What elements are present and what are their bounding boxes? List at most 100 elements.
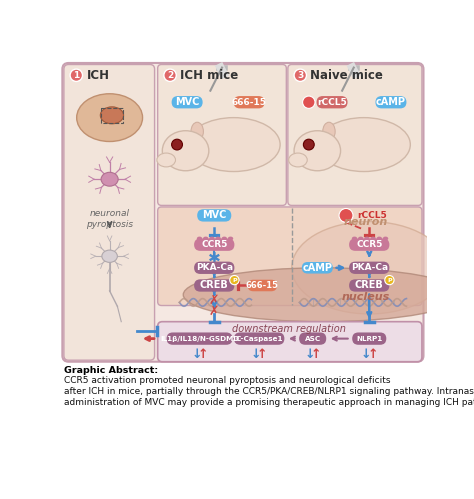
Ellipse shape: [323, 122, 335, 141]
Text: MVC: MVC: [175, 97, 199, 107]
FancyBboxPatch shape: [349, 239, 390, 251]
FancyBboxPatch shape: [352, 332, 386, 345]
FancyBboxPatch shape: [166, 332, 232, 345]
FancyBboxPatch shape: [194, 239, 235, 251]
Bar: [101, 108, 123, 123]
Text: ↑: ↑: [367, 347, 378, 360]
Text: ✗: ✗: [209, 304, 219, 317]
Text: MVC: MVC: [202, 211, 227, 221]
Text: ↓: ↓: [361, 347, 372, 360]
Circle shape: [294, 69, 307, 81]
Text: ICH mice: ICH mice: [180, 69, 238, 82]
Ellipse shape: [102, 250, 118, 262]
FancyBboxPatch shape: [172, 96, 202, 108]
Ellipse shape: [101, 172, 118, 186]
FancyBboxPatch shape: [63, 63, 423, 362]
Text: rCCL5: rCCL5: [357, 211, 387, 220]
Ellipse shape: [377, 237, 382, 241]
FancyBboxPatch shape: [158, 207, 422, 305]
Circle shape: [385, 275, 394, 285]
Text: 666-15: 666-15: [232, 98, 266, 107]
Circle shape: [302, 96, 315, 108]
Text: 1: 1: [73, 71, 80, 80]
Circle shape: [230, 275, 239, 285]
Text: CCR5: CCR5: [356, 240, 383, 249]
FancyBboxPatch shape: [247, 280, 277, 291]
FancyBboxPatch shape: [194, 279, 235, 291]
Text: ICH: ICH: [86, 69, 109, 82]
Circle shape: [164, 69, 176, 81]
Ellipse shape: [352, 237, 357, 241]
Circle shape: [303, 139, 314, 150]
Ellipse shape: [157, 153, 175, 167]
Ellipse shape: [187, 118, 280, 172]
Text: Graphic Abstract:: Graphic Abstract:: [64, 366, 158, 375]
Text: ↓: ↓: [251, 347, 261, 360]
Text: P: P: [232, 277, 237, 282]
Text: cAMP: cAMP: [376, 97, 406, 107]
FancyBboxPatch shape: [234, 332, 284, 345]
Ellipse shape: [228, 237, 233, 241]
Circle shape: [339, 209, 353, 223]
Text: ↑: ↑: [197, 347, 208, 360]
FancyBboxPatch shape: [349, 261, 390, 274]
Text: nucleus: nucleus: [341, 292, 390, 302]
FancyBboxPatch shape: [317, 96, 347, 108]
Text: downstream regulation: downstream regulation: [232, 324, 346, 334]
FancyBboxPatch shape: [375, 96, 406, 108]
Ellipse shape: [364, 237, 370, 241]
Text: neuron: neuron: [343, 217, 388, 227]
Ellipse shape: [77, 94, 143, 142]
Text: ✗: ✗: [209, 293, 219, 306]
FancyBboxPatch shape: [64, 64, 155, 360]
Text: ↑: ↑: [257, 347, 267, 360]
Text: ASC: ASC: [305, 336, 321, 342]
Text: IL1β/IL18/N-GSDMD: IL1β/IL18/N-GSDMD: [160, 336, 239, 342]
Text: C-Caspase1: C-Caspase1: [236, 336, 283, 342]
FancyBboxPatch shape: [302, 262, 333, 273]
Text: CCR5 activation promoted neuronal pyroptosis and neurological deficits: CCR5 activation promoted neuronal pyropt…: [64, 376, 391, 385]
Ellipse shape: [292, 222, 447, 314]
FancyBboxPatch shape: [194, 261, 235, 274]
Text: 3: 3: [297, 71, 303, 80]
Ellipse shape: [191, 122, 203, 141]
Ellipse shape: [294, 131, 341, 171]
Text: CREB: CREB: [200, 280, 228, 290]
Text: rCCL5: rCCL5: [317, 98, 347, 107]
Text: cAMP: cAMP: [302, 263, 332, 273]
Ellipse shape: [317, 118, 410, 172]
FancyBboxPatch shape: [349, 279, 390, 291]
FancyBboxPatch shape: [288, 64, 422, 206]
Text: neuronal
pyroptosis: neuronal pyroptosis: [86, 209, 133, 229]
Text: after ICH in mice, partially through the CCR5/PKA/CREB/NLRP1 signaling pathway. : after ICH in mice, partially through the…: [64, 387, 474, 396]
Text: NLRP1: NLRP1: [356, 336, 383, 342]
Text: CCR5: CCR5: [201, 240, 228, 249]
Ellipse shape: [203, 237, 209, 241]
Ellipse shape: [162, 131, 209, 171]
Text: CREB: CREB: [355, 280, 383, 290]
Ellipse shape: [183, 268, 462, 322]
Text: P: P: [387, 277, 392, 282]
Ellipse shape: [358, 237, 364, 241]
Text: administration of MVC may provide a promising therapeutic approach in managing I: administration of MVC may provide a prom…: [64, 398, 474, 407]
Text: ✱: ✱: [208, 251, 220, 266]
Text: ↑: ↑: [310, 347, 321, 360]
Ellipse shape: [197, 237, 202, 241]
FancyBboxPatch shape: [197, 209, 231, 222]
Text: PKA-Ca: PKA-Ca: [351, 263, 388, 272]
Text: ↓: ↓: [304, 347, 315, 360]
Text: 2: 2: [167, 71, 173, 80]
Text: Naive mice: Naive mice: [310, 69, 383, 82]
FancyBboxPatch shape: [158, 64, 286, 206]
Ellipse shape: [222, 237, 227, 241]
Ellipse shape: [215, 237, 221, 241]
Ellipse shape: [370, 237, 376, 241]
Ellipse shape: [100, 107, 124, 124]
Ellipse shape: [383, 237, 388, 241]
FancyBboxPatch shape: [234, 96, 264, 108]
Circle shape: [172, 139, 182, 150]
Circle shape: [70, 69, 82, 81]
FancyBboxPatch shape: [158, 322, 422, 362]
Text: PKA-Ca: PKA-Ca: [196, 263, 233, 272]
Ellipse shape: [209, 237, 215, 241]
